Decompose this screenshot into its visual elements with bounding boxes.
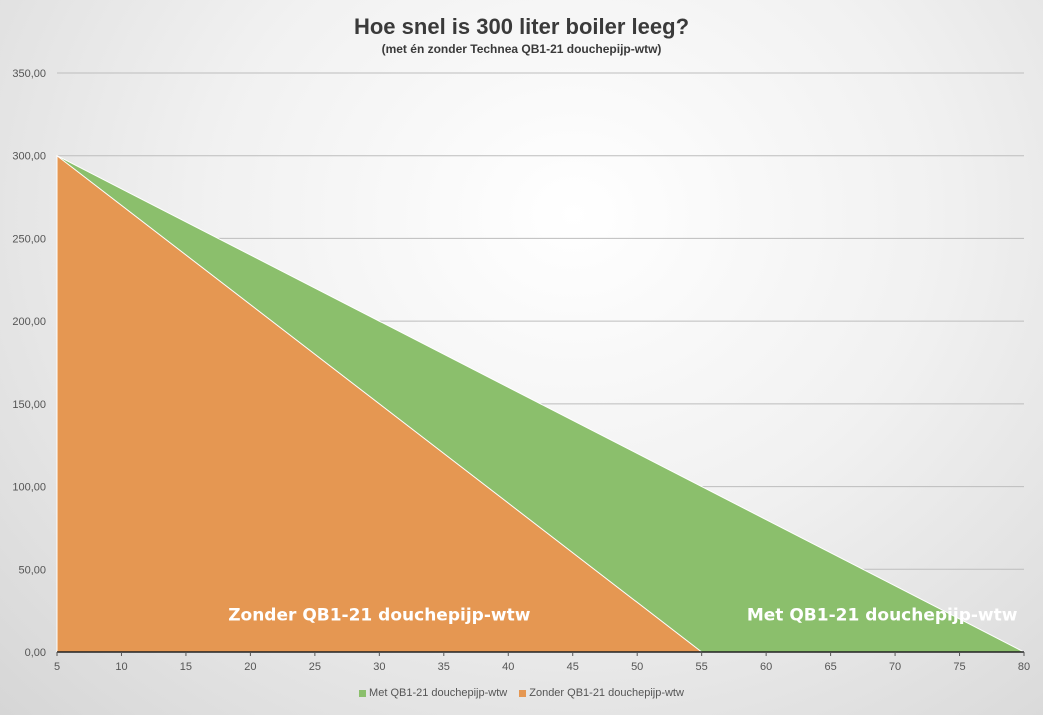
legend-label: Met QB1-21 douchepijp-wtw — [369, 687, 508, 699]
y-tick-label: 0,00 — [25, 647, 46, 659]
x-tick-label: 15 — [180, 661, 192, 673]
area-labels: Met QB1-21 douchepijp-wtw Zonder QB1-21 d… — [228, 606, 1018, 626]
area-label-zonder: Zonder QB1-21 douchepijp-wtw — [228, 606, 531, 626]
x-tick-label: 70 — [889, 661, 901, 673]
x-tick-label: 5 — [54, 661, 60, 673]
legend-item: Zonder QB1-21 douchepijp-wtw — [519, 687, 684, 699]
chart-title: Hoe snel is 300 liter boiler leeg? — [353, 14, 690, 39]
x-tick-label: 30 — [373, 661, 385, 673]
y-tick-label: 200,00 — [12, 316, 46, 328]
y-tick-label: 350,00 — [12, 68, 46, 80]
x-tick-label: 20 — [244, 661, 256, 673]
y-tick-label: 150,00 — [12, 399, 46, 411]
chart-subtitle: (met én zonder Technea QB1-21 douchepijp… — [381, 42, 662, 56]
legend-item: Met QB1-21 douchepijp-wtw — [359, 687, 507, 699]
legend-label: Zonder QB1-21 douchepijp-wtw — [529, 687, 684, 699]
area-label-met: Met QB1-21 douchepijp-wtw — [747, 606, 1018, 626]
x-tick-label: 40 — [502, 661, 514, 673]
y-tick-label: 50,00 — [18, 564, 46, 576]
x-axis-ticks: 5 10 15 20 25 30 35 40 45 50 55 60 65 70 75 80 — [54, 652, 1030, 673]
y-tick-label: 250,00 — [12, 233, 46, 245]
x-tick-label: 35 — [438, 661, 450, 673]
x-tick-label: 75 — [953, 661, 965, 673]
x-tick-label: 25 — [309, 661, 321, 673]
legend-swatch — [359, 689, 367, 697]
x-tick-label: 10 — [115, 661, 127, 673]
y-tick-label: 300,00 — [12, 151, 46, 163]
y-axis-ticks: 0,00 50,00 100,00 150,00 200,00 250,00 300,00 3… — [12, 68, 46, 659]
x-tick-label: 50 — [631, 661, 643, 673]
x-tick-label: 60 — [760, 661, 772, 673]
x-tick-label: 80 — [1018, 661, 1030, 673]
y-tick-label: 100,00 — [12, 482, 46, 494]
legend: Met QB1-21 douchepijp-wtw Zonder QB1-21 d… — [0, 687, 1043, 700]
legend-swatch — [519, 689, 527, 697]
x-tick-label: 45 — [567, 661, 579, 673]
x-tick-label: 55 — [696, 661, 708, 673]
x-tick-label: 65 — [824, 661, 836, 673]
